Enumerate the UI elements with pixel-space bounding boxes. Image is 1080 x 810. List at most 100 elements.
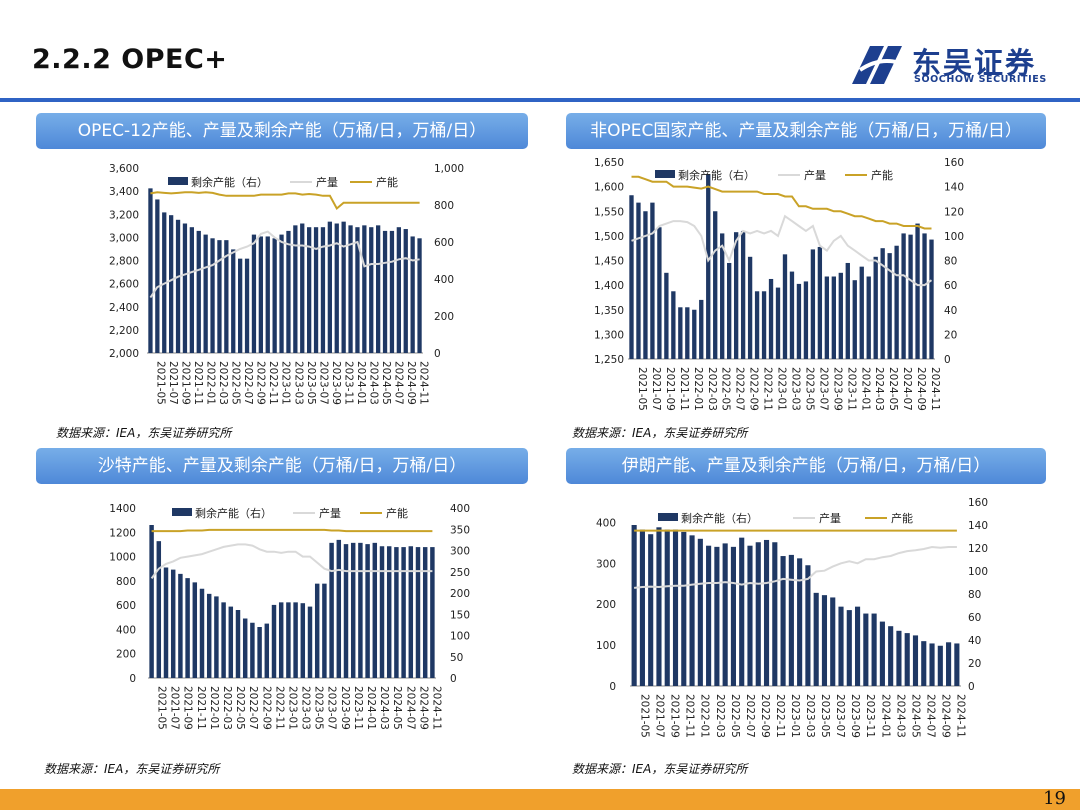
spare-capacity-bar — [279, 234, 284, 353]
spare-capacity-bar — [300, 223, 305, 353]
spare-capacity-bar — [706, 545, 712, 686]
x-axis-tick-label: 2021-11 — [678, 367, 690, 411]
spare-capacity-bar — [629, 195, 634, 359]
spare-capacity-bar — [846, 610, 852, 686]
right-axis-tick-label: 20 — [944, 329, 957, 341]
x-axis-tick-label: 2023-03 — [789, 367, 801, 411]
x-axis-tick-label: 2022-05 — [729, 694, 741, 738]
spare-capacity-bar — [639, 529, 645, 686]
left-axis-tick-label: 1,650 — [594, 157, 624, 169]
spare-capacity-bar — [199, 588, 205, 678]
spare-capacity-bar — [648, 534, 654, 686]
spare-capacity-bar — [937, 645, 943, 686]
x-axis-tick-label: 2022-05 — [234, 686, 246, 730]
spare-capacity-bar — [182, 223, 188, 353]
x-axis-tick-label: 2022-07 — [247, 686, 259, 730]
production-line — [150, 543, 433, 579]
right-axis-tick-label: 40 — [944, 305, 957, 317]
left-axis-tick-label: 1000 — [109, 552, 136, 564]
spare-capacity-bar — [810, 249, 816, 359]
legend-swatch-spare-capacity — [168, 177, 188, 185]
right-axis-tick-label: 150 — [450, 609, 470, 621]
spare-capacity-bar — [300, 603, 306, 678]
right-axis-tick-label: 800 — [434, 200, 454, 212]
x-axis-tick-label: 2021-07 — [169, 686, 181, 730]
right-axis-tick-label: 40 — [968, 635, 981, 647]
right-axis-tick-label: 120 — [968, 543, 988, 555]
x-axis-tick-label: 2022-11 — [273, 686, 285, 730]
spare-capacity-bar — [830, 597, 836, 686]
x-axis-tick-label: 2022-09 — [759, 694, 771, 738]
x-axis-tick-label: 2024-03 — [368, 361, 380, 405]
x-axis-tick-label: 2023-09 — [849, 694, 861, 738]
spare-capacity-bar — [394, 547, 399, 678]
left-axis-tick-label: 3,600 — [109, 163, 139, 175]
spare-capacity-bar — [636, 202, 641, 359]
right-axis-tick-label: 100 — [944, 231, 964, 243]
x-axis-tick-label: 2021-11 — [684, 694, 696, 738]
spare-capacity-bar — [631, 525, 637, 686]
right-axis-tick-label: 140 — [944, 182, 964, 194]
left-axis-tick-label: 200 — [116, 649, 136, 661]
x-axis-tick-label: 2023-11 — [342, 361, 354, 405]
chart-non-opec: 1,250 1,300 1,350 1,400 1,450 1,500 1,550 1,600… — [594, 157, 964, 411]
spare-capacity-bar — [228, 606, 234, 678]
spare-capacity-bar — [805, 565, 811, 686]
spare-capacity-bar — [789, 271, 795, 359]
spare-capacity-bar — [314, 583, 320, 678]
x-axis-tick-label: 2023-01 — [776, 367, 788, 411]
left-axis-tick-label: 1,450 — [594, 256, 624, 268]
spare-capacity-bar — [692, 309, 697, 359]
spare-capacity-bar — [733, 232, 739, 359]
spare-capacity-bar — [348, 225, 353, 353]
spare-capacity-bar — [257, 627, 262, 678]
spare-capacity-bar — [727, 262, 732, 359]
x-axis-tick-label: 2021-05 — [156, 686, 168, 730]
spare-capacity-bar — [389, 230, 395, 353]
legend-label-capacity: 产能 — [891, 511, 913, 525]
legend-swatch-spare-capacity — [658, 513, 678, 521]
spare-capacity-bar — [697, 538, 703, 686]
x-axis-tick-label: 2023-01 — [789, 694, 801, 738]
spare-capacity-bar — [664, 529, 670, 686]
spare-capacity-bar — [929, 239, 934, 359]
spare-capacity-bar — [678, 307, 683, 359]
x-axis-tick-label: 2022-01 — [692, 367, 704, 411]
spare-capacity-bar — [824, 276, 830, 359]
spare-capacity-bar — [175, 219, 181, 353]
spare-capacity-bar — [854, 606, 861, 686]
left-axis-tick-label: 1,600 — [594, 182, 624, 194]
right-axis-tick-label: 400 — [450, 503, 470, 515]
source-note-non-opec: 数据来源：IEA，东吴证券研究所 — [572, 426, 748, 440]
x-axis-tick-label: 2023-09 — [831, 367, 843, 411]
spare-capacity-bar — [214, 596, 219, 678]
spare-capacity-bar — [797, 558, 803, 686]
spare-capacity-bar — [350, 542, 356, 678]
x-axis-tick-label: 2023-03 — [292, 361, 304, 405]
spare-capacity-bar — [747, 545, 753, 686]
x-axis-tick-label: 2024-01 — [859, 367, 871, 411]
spare-capacity-bar — [896, 630, 902, 686]
panel-title-non-opec: 非OPEC国家产能、产量及剩余产能（万桶/日，万桶/日） — [566, 113, 1046, 149]
spare-capacity-bar — [278, 602, 284, 678]
left-axis-tick-label: 1,250 — [594, 354, 624, 366]
x-axis-tick-label: 2024-05 — [887, 367, 899, 411]
x-axis-tick-label: 2022-07 — [242, 361, 254, 405]
x-axis-tick-label: 2022-07 — [734, 367, 746, 411]
x-axis-tick-label: 2024-05 — [380, 361, 392, 405]
spare-capacity-bar — [163, 567, 169, 678]
right-axis-tick-label: 160 — [968, 497, 988, 509]
spare-capacity-bar — [313, 227, 319, 353]
x-axis-tick-label: 2023-07 — [326, 686, 338, 730]
spare-capacity-bar — [242, 618, 248, 678]
spare-capacity-bar — [192, 582, 198, 678]
spare-capacity-bar — [722, 543, 728, 686]
x-axis-tick-label: 2024-07 — [901, 367, 913, 411]
left-axis-tick-label: 1400 — [109, 503, 136, 515]
x-axis-tick-label: 2023-09 — [339, 686, 351, 730]
spare-capacity-bar — [699, 299, 704, 359]
logo-mark-icon — [852, 46, 902, 84]
spare-capacity-bar — [210, 238, 215, 353]
spare-capacity-bar — [238, 258, 243, 353]
spare-capacity-bar — [410, 236, 415, 353]
